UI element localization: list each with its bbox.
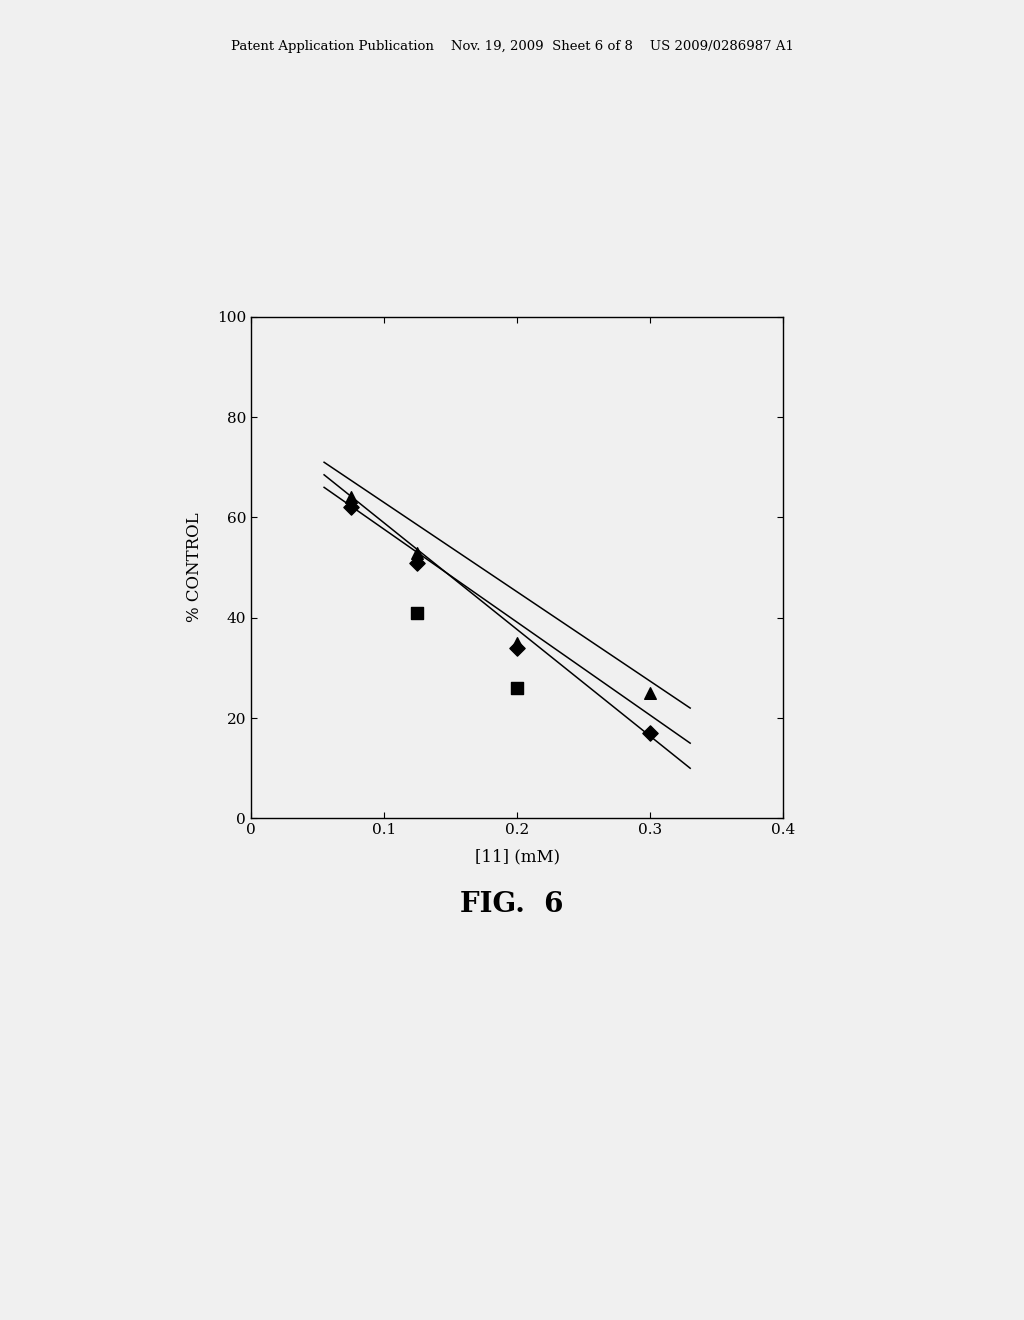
- X-axis label: [11] (mM): [11] (mM): [474, 849, 560, 866]
- Point: [409, 602, 426, 623]
- Text: Patent Application Publication    Nov. 19, 2009  Sheet 6 of 8    US 2009/0286987: Patent Application Publication Nov. 19, …: [230, 40, 794, 53]
- Point: [409, 543, 426, 564]
- Point: [642, 682, 658, 704]
- Point: [409, 552, 426, 573]
- Point: [342, 487, 359, 508]
- Point: [642, 722, 658, 743]
- Y-axis label: % CONTROL: % CONTROL: [186, 512, 203, 623]
- Point: [509, 638, 525, 659]
- Point: [342, 496, 359, 517]
- Point: [509, 632, 525, 653]
- Text: FIG.  6: FIG. 6: [460, 891, 564, 917]
- Point: [509, 677, 525, 698]
